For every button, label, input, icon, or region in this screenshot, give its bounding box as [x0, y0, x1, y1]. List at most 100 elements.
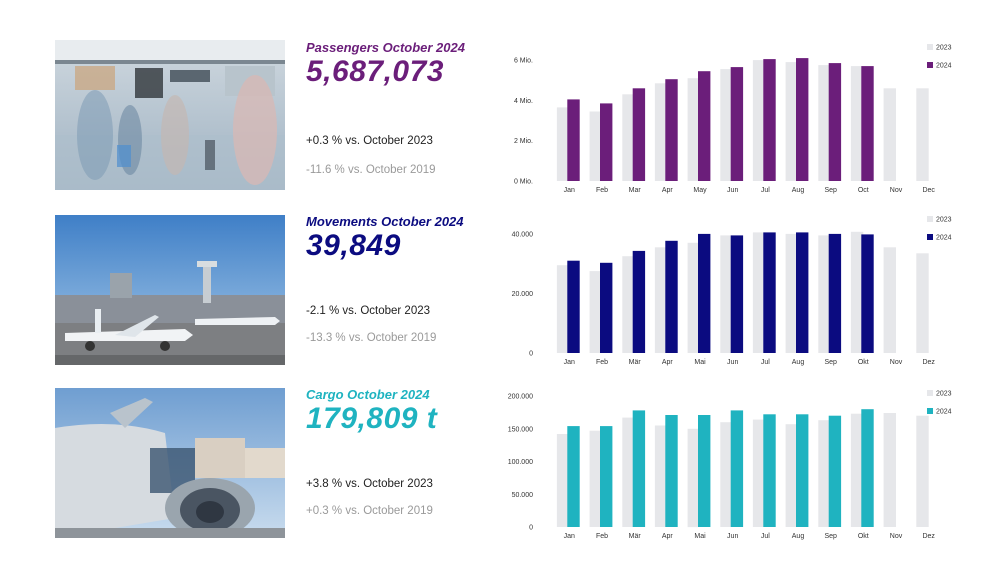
- x-tick-label: Aug: [792, 359, 805, 366]
- bar-2023-Nov: [883, 247, 896, 353]
- bar-2024-Apr: [665, 415, 678, 527]
- x-tick-label: Feb: [596, 187, 608, 194]
- bar-2024-Jun: [730, 410, 744, 527]
- bar-2023-Aug: [785, 424, 798, 527]
- bar-2023-Nov: [883, 413, 896, 527]
- legend-swatch-2024: [927, 408, 933, 414]
- x-tick-label: Aug: [792, 187, 805, 194]
- bar-2023-Jan: [556, 434, 570, 527]
- y-tick-label: 6 Mio.: [514, 58, 533, 65]
- bar-2024-Jan: [567, 426, 580, 527]
- bar-2023-Mai: [687, 428, 700, 528]
- comparison-prev-year: -2.1 % vs. October 2023: [306, 305, 431, 317]
- x-tick-label: Mär: [629, 359, 642, 366]
- bar-2024-May: [698, 71, 711, 181]
- y-tick-label: 2 Mio.: [514, 138, 533, 145]
- x-tick-label: Jan: [564, 533, 575, 540]
- bar-2023-Mär: [622, 417, 635, 527]
- bar-2024-Apr: [665, 240, 678, 353]
- bar-2024-Jul: [763, 414, 776, 527]
- passengers-stat-panel: Passengers October 2024 5,687,073 +0.3 %…: [306, 40, 496, 190]
- x-tick-label: Nov: [890, 359, 903, 366]
- x-tick-label: Mar: [629, 187, 642, 194]
- x-tick-label: Jul: [761, 359, 770, 366]
- y-tick-label: 0: [529, 351, 533, 358]
- bar-2024-Aug: [796, 414, 809, 527]
- bar-2023-Feb: [589, 430, 602, 527]
- cargo-aircraft-photo: [55, 388, 285, 538]
- passengers-bar-chart: 0 Mio. 2 Mio. 4 Mio. 6 Mio. Jan Feb Mar Apr May J…: [514, 44, 952, 194]
- bar-2023-Jul: [752, 60, 766, 181]
- x-tick-label: Apr: [662, 359, 674, 366]
- bar-2023-Aug: [785, 62, 798, 181]
- legend-label: 2024: [936, 235, 952, 242]
- bar-2023-Feb: [589, 111, 602, 181]
- bar-2023-Sep: [818, 65, 831, 181]
- bar-2024-Jul: [763, 232, 776, 353]
- bar-2023-Aug: [785, 233, 798, 353]
- y-tick-label: 0: [529, 525, 533, 532]
- x-tick-label: Sep: [824, 187, 837, 194]
- cargo-bar-chart: 0 50.000 100.000 150.000 200.000 Jan Feb Mär Apr…: [508, 390, 952, 540]
- bar-2023-May: [687, 78, 700, 181]
- y-tick-label: 0 Mio.: [514, 179, 533, 186]
- bar-2024-Aug: [796, 58, 809, 181]
- bar-2023-Jul: [752, 419, 766, 527]
- bar-2023-Nov: [883, 88, 896, 181]
- bar-2023-Jan: [556, 265, 570, 353]
- bar-2023-Apr: [654, 247, 668, 353]
- bar-2024-Mai: [698, 415, 711, 527]
- bar-2023-Sep: [818, 235, 831, 353]
- y-tick-label: 20.000: [512, 291, 534, 298]
- legend-swatch-2024: [927, 234, 933, 240]
- bar-2024-Okt: [861, 409, 874, 527]
- bar-2024-Mai: [698, 233, 711, 353]
- bar-2024-Jun: [730, 67, 744, 181]
- y-tick-label: 40.000: [512, 231, 534, 238]
- bar-2024-Feb: [600, 426, 613, 527]
- bar-2023-Jan: [556, 107, 570, 181]
- x-tick-label: Nov: [890, 187, 903, 194]
- bar-2024-Jun: [730, 235, 744, 353]
- airport-apron-photo: [55, 215, 285, 365]
- bar-2024-Sep: [828, 233, 842, 353]
- bar-2023-Apr: [654, 425, 668, 527]
- x-tick-label: Feb: [596, 359, 608, 366]
- terminal-photo: [55, 40, 285, 190]
- bar-2024-Sep: [828, 63, 842, 181]
- x-tick-label: Feb: [596, 533, 608, 540]
- bar-2024-Oct: [861, 66, 874, 181]
- bar-2023-Jun: [720, 235, 733, 353]
- x-tick-label: Okt: [858, 533, 869, 540]
- bar-2023-Sep: [818, 420, 831, 527]
- panel-title: Movements October 2024: [306, 214, 464, 229]
- x-tick-label: Nov: [890, 533, 903, 540]
- legend-swatch-2023: [927, 44, 933, 50]
- comparison-2019: -13.3 % vs. October 2019: [306, 332, 437, 344]
- bar-2024-Feb: [600, 103, 613, 181]
- movements-stat-panel: Movements October 2024 39,849 -2.1 % vs.…: [306, 214, 496, 364]
- legend-swatch-2024: [927, 62, 933, 68]
- bar-2023-Jun: [720, 69, 733, 181]
- y-tick-label: 150.000: [508, 426, 533, 433]
- cargo-chart: 0 50.000 100.000 150.000 200.000 Jan Feb Mär Apr…: [495, 384, 965, 546]
- movements-chart: 0 20.000 40.000 Jan Feb Mär Apr Mai Jun Jul Aug Sep…: [495, 210, 965, 372]
- comparison-prev-year: +0.3 % vs. October 2023: [306, 135, 433, 147]
- legend-label: 2023: [936, 45, 952, 52]
- bar-2023-Feb: [589, 271, 602, 353]
- comparison-2019: -11.6 % vs. October 2019: [306, 164, 436, 176]
- y-tick-label: 4 Mio.: [514, 98, 533, 105]
- x-tick-label: Apr: [662, 533, 674, 540]
- bar-2024-Mär: [632, 410, 646, 527]
- bar-2023-Dez: [916, 253, 929, 353]
- x-tick-label: Jul: [761, 533, 770, 540]
- y-tick-label: 100.000: [508, 459, 533, 466]
- movements-bar-chart: 0 20.000 40.000 Jan Feb Mär Apr Mai Jun Jul Aug Sep…: [512, 216, 952, 366]
- legend-label: 2024: [936, 63, 952, 70]
- bar-2023-Jun: [720, 422, 733, 527]
- bar-2024-Aug: [796, 232, 809, 353]
- bar-2024-Sep: [828, 415, 842, 527]
- comparison-prev-year: +3.8 % vs. October 2023: [306, 478, 433, 490]
- headline-value: 39,849: [306, 229, 401, 262]
- x-tick-label: Oct: [858, 187, 869, 194]
